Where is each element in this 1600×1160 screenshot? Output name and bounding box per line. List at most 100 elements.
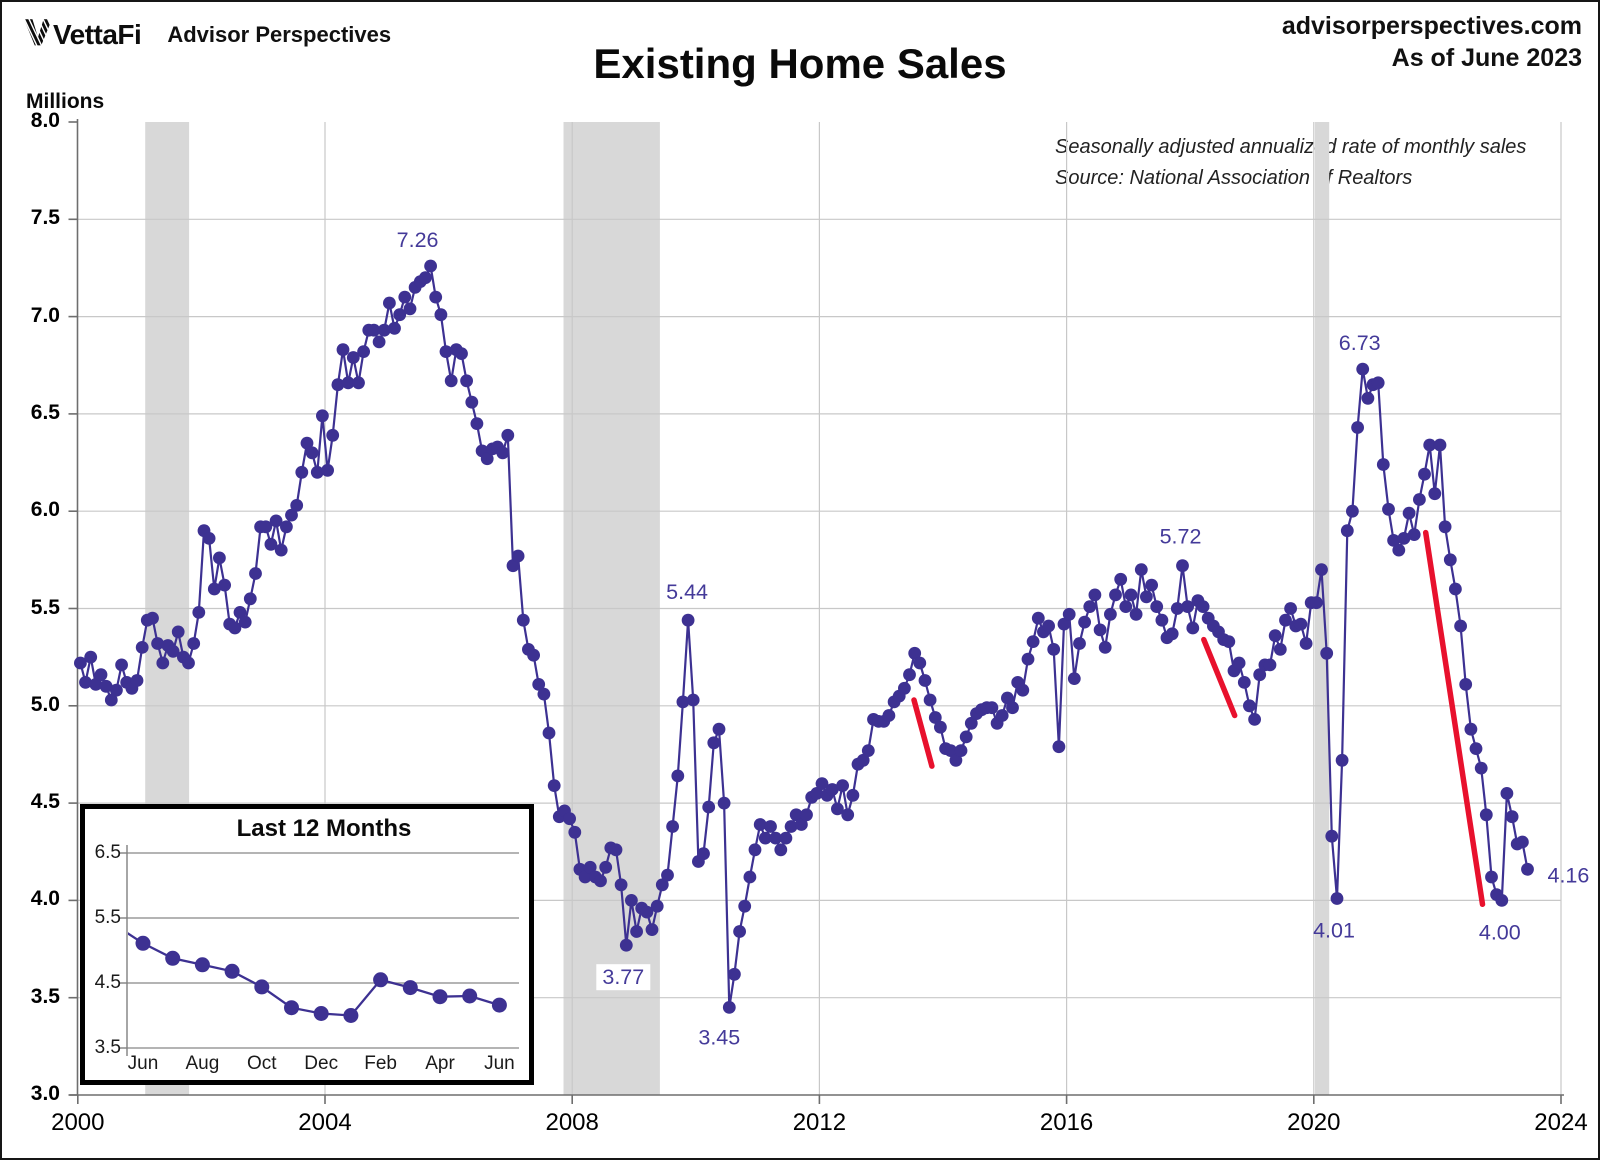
data-point [1104,607,1117,621]
data-point [1129,607,1143,621]
data-point [305,446,319,460]
data-point [398,290,412,304]
y-axis-tick-label: 4.5 [30,790,60,814]
data-point [1248,713,1261,726]
x-axis-tick-label: 2004 [298,1109,352,1136]
data-point [964,716,978,730]
data-point [1052,740,1066,754]
data-point [470,417,484,430]
data-point [1479,808,1493,822]
trend-line [1201,636,1238,719]
data-point [326,428,340,442]
data-point [1376,458,1390,471]
data-point [455,347,468,360]
data-point [995,709,1009,722]
data-point [388,321,401,335]
annotation-value: 4.16 [1548,863,1590,887]
data-point [1325,829,1339,843]
data-point [1114,572,1128,586]
data-point [377,323,391,337]
page-title: Existing Home Sales [593,40,1007,87]
data-point [1469,742,1483,755]
data-point [1145,578,1158,592]
data-point [1078,615,1091,629]
data-point [728,967,741,981]
data-point [243,592,257,606]
data-point [944,744,958,757]
annotation-value: 7.26 [397,228,439,252]
data-point [1443,553,1457,567]
data-point [1340,524,1354,538]
inset-x-tick-label: Feb [364,1053,397,1074]
data-point [300,436,314,450]
x-axis-tick-label: 2012 [792,1109,847,1136]
data-point [1423,438,1437,452]
data-point [264,537,278,551]
data-point [784,820,798,833]
y-axis-tick-label: 7.0 [30,303,60,327]
data-point [686,693,700,707]
data-point [166,644,180,658]
data-point [192,606,206,619]
data-point [800,808,813,822]
data-point [666,820,679,833]
data-point [1474,761,1488,775]
data-point [171,625,185,639]
annotation-value: 4.01 [1313,919,1355,943]
data-point [207,582,221,596]
x-axis-tick-label: 2024 [1534,1109,1588,1136]
data-point [655,878,669,892]
data-point [352,376,365,390]
data-point [702,800,716,814]
data-point [295,465,309,479]
data-point [1222,635,1236,648]
data-point [779,831,793,845]
data-point [156,656,170,670]
data-point [1397,532,1411,545]
data-point [563,812,576,826]
y-axis-tick-label: 5.5 [30,595,60,619]
data-point [918,674,932,687]
y-axis-unit-label: Millions [26,90,105,113]
data-point [496,446,510,460]
data-point [836,779,849,792]
data-point [1413,493,1426,506]
data-point [1073,637,1086,650]
data-point [1279,613,1292,627]
data-point [1067,672,1081,685]
data-point [923,693,937,707]
data-point [1181,600,1194,613]
data-point [1042,619,1055,633]
y-axis-tick-label: 6.5 [30,400,60,424]
logo-subtitle: Advisor Perspectives [167,21,392,47]
annotation-value: 3.45 [698,1025,740,1049]
x-axis-tick-label: 2020 [1287,1109,1341,1136]
data-point [238,615,252,629]
inset-data-point [402,980,418,996]
data-point [599,860,613,874]
data-point [1402,506,1416,520]
y-axis-tick-label: 6.0 [30,498,60,522]
data-point [1047,643,1061,656]
data-point [383,296,396,310]
inset-x-tick-label: Oct [247,1053,277,1074]
data-point [213,551,226,565]
data-point [1356,362,1370,376]
trend-line [1422,529,1486,908]
data-point [321,463,334,477]
data-point [1109,588,1122,602]
vettafi-logo: VettaFi Advisor Perspectives [24,18,391,51]
data-point [429,290,443,304]
data-point [841,808,855,822]
data-point [609,843,623,857]
data-point [1335,753,1349,767]
data-point [233,606,247,619]
data-point [743,870,757,884]
data-point [285,508,298,522]
data-point [1505,810,1519,824]
data-point [182,656,195,670]
data-point [1083,600,1097,613]
data-point [1232,656,1246,670]
data-point [218,578,232,592]
